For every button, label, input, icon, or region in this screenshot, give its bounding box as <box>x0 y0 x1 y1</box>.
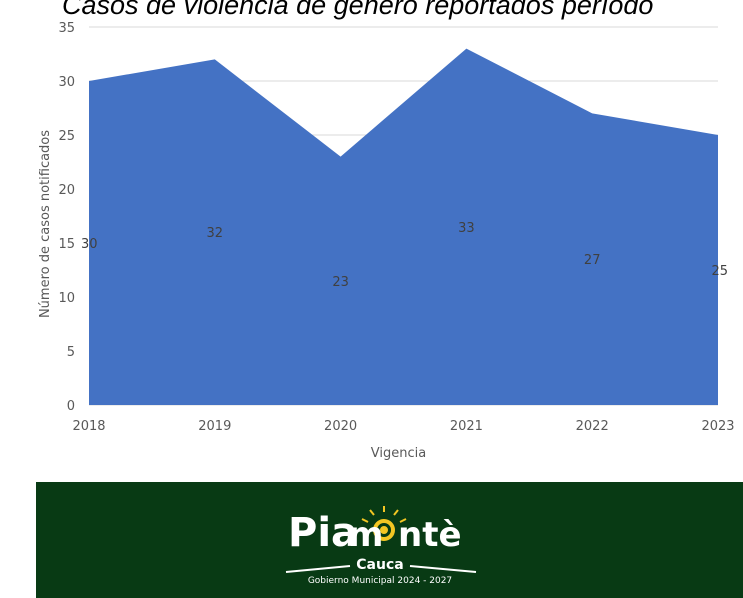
footer-banner: Pia m ntè Cauca Gobierno Municipal 2024 … <box>0 482 743 598</box>
y-tick-label: 30 <box>58 75 75 90</box>
logo-name-m: m <box>348 515 383 555</box>
logo-name-left: Pia <box>288 510 358 556</box>
y-tick-label: 15 <box>58 237 75 252</box>
y-axis-title: Número de casos notificados <box>38 130 53 318</box>
logo-tagline: Gobierno Municipal 2024 - 2027 <box>308 576 452 586</box>
y-tick-label: 5 <box>67 345 75 360</box>
data-label: 25 <box>711 264 728 279</box>
logo-name-right: ntè <box>398 515 462 555</box>
chart-title: Casos de violencia de género reportados … <box>62 0 654 20</box>
footer-left-margin <box>0 482 36 598</box>
data-label: 32 <box>207 226 224 241</box>
data-label: 27 <box>584 253 601 268</box>
x-tick-label: 2018 <box>72 419 105 434</box>
x-tick-label: 2019 <box>198 419 231 434</box>
logo-region: Cauca <box>356 557 403 573</box>
data-label: 30 <box>81 237 98 252</box>
area-series <box>89 48 718 405</box>
y-tick-label: 35 <box>58 21 75 36</box>
x-tick-label: 2020 <box>324 419 357 434</box>
x-tick-label: 2023 <box>701 419 734 434</box>
chart-container: Casos de violencia de género reportados … <box>38 0 735 461</box>
area-chart: 0 5 10 15 20 25 30 35 30 32 23 33 27 25 2018 2019 2020 20… <box>38 21 735 461</box>
y-tick-label: 20 <box>58 183 75 198</box>
y-tick-label: 10 <box>58 291 75 306</box>
data-label: 23 <box>332 275 349 290</box>
x-axis-title: Vigencia <box>371 446 426 461</box>
piamonte-logo: Pia m ntè Cauca Gobierno Municipal 2024 … <box>285 506 477 586</box>
y-tick-label: 0 <box>67 399 75 414</box>
x-tick-label: 2021 <box>450 419 483 434</box>
x-tick-label: 2022 <box>576 419 609 434</box>
y-tick-label: 25 <box>58 129 75 144</box>
data-label: 33 <box>458 221 475 236</box>
sun-icon <box>361 506 407 541</box>
